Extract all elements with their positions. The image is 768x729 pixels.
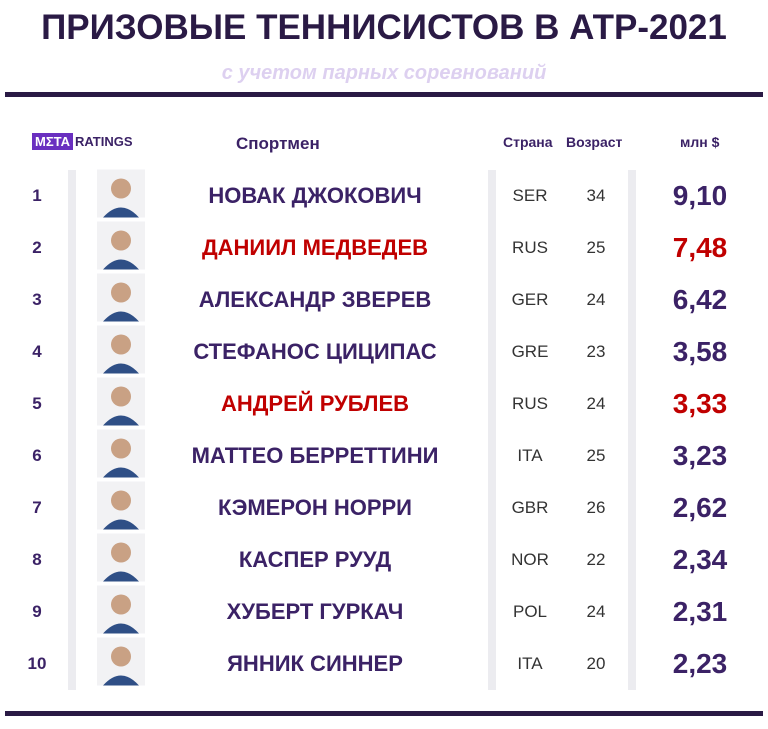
prize: 3,23: [672, 440, 728, 471]
prize: 7,48: [672, 232, 728, 263]
country: GER: [511, 290, 549, 309]
country: RUS: [512, 238, 548, 257]
logo-text: RATINGS: [75, 134, 133, 149]
column-header: млн $: [680, 134, 720, 150]
title: ПРИЗОВЫЕ ТЕННИСИСТОВ В АТР-2021: [41, 8, 727, 47]
age: 20: [586, 654, 606, 673]
avatar: [97, 169, 145, 218]
rank: 9: [32, 602, 42, 621]
prize: 6,42: [672, 284, 728, 315]
logo-mark: MΣTA: [32, 133, 73, 150]
photo: [97, 221, 145, 275]
player-name: СТЕФАНОС ЦИЦИПАС: [193, 339, 437, 364]
player-name: АЛЕКСАНДР ЗВЕРЕВ: [198, 287, 432, 312]
player-name: АНДРЕЙ РУБЛЕВ: [220, 391, 410, 416]
age: 22: [586, 550, 606, 569]
column-header: Возраст: [566, 134, 623, 150]
prize: 9,10: [672, 180, 728, 211]
rank: 1: [32, 186, 42, 205]
prize: 2,34: [672, 544, 728, 575]
age: 25: [586, 238, 606, 257]
photo: [97, 169, 145, 223]
photo: [97, 585, 145, 639]
photo: [97, 377, 145, 431]
rank: 8: [32, 550, 42, 569]
country: GRE: [511, 342, 549, 361]
logo: MΣTA RATINGS: [32, 133, 133, 150]
age: 34: [586, 186, 606, 205]
player-name: МАТТЕО БЕРРЕТТИНИ: [191, 443, 439, 468]
avatar: [97, 377, 145, 426]
photo: [97, 325, 145, 379]
bottom-rule: [5, 711, 763, 716]
avatar: [97, 637, 145, 686]
age: 24: [586, 602, 606, 621]
photo: [97, 429, 145, 483]
avatar: [97, 429, 145, 478]
rank: 5: [32, 394, 42, 413]
avatar: [97, 273, 145, 322]
prize: 3,58: [672, 336, 728, 367]
column-bar: [628, 170, 636, 690]
prize: 2,23: [672, 648, 728, 679]
country: ITA: [517, 446, 543, 465]
country: RUS: [512, 394, 548, 413]
age: 23: [586, 342, 606, 361]
photo: [97, 273, 145, 327]
rank: 7: [32, 498, 42, 517]
age: 24: [586, 290, 606, 309]
photo: [97, 481, 145, 535]
age: 25: [586, 446, 606, 465]
age: 24: [586, 394, 606, 413]
top-rule: [5, 92, 763, 97]
prize: 2,62: [672, 492, 728, 523]
rank: 10: [27, 654, 47, 673]
subtitle: с учетом парных соревнований: [221, 62, 547, 84]
column-bar: [68, 170, 76, 690]
column-bar: [488, 170, 496, 690]
avatar: [97, 481, 145, 530]
player-name: КЭМЕРОН НОРРИ: [217, 495, 413, 520]
avatar: [97, 325, 145, 374]
photo: [97, 533, 145, 587]
column-header: Спортмен: [236, 134, 320, 153]
player-name: ЯННИК СИННЕР: [227, 651, 403, 676]
country: POL: [512, 602, 548, 621]
avatar: [97, 585, 145, 634]
avatar: [97, 221, 145, 270]
player-name: ДАНИИЛ МЕДВЕДЕВ: [201, 235, 429, 260]
rank: 2: [32, 238, 42, 257]
prize: 3,33: [672, 388, 728, 419]
player-name: КАСПЕР РУУД: [238, 547, 392, 572]
country: NOR: [511, 550, 549, 569]
prize: 2,31: [672, 596, 728, 627]
rank: 6: [32, 446, 42, 465]
country: ITA: [517, 654, 543, 673]
country: SER: [512, 186, 548, 205]
country: GBR: [511, 498, 549, 517]
photo: [97, 637, 145, 691]
column-header: Страна: [503, 134, 553, 150]
player-name: ХУБЕРТ ГУРКАЧ: [226, 599, 404, 624]
rank: 3: [32, 290, 42, 309]
age: 26: [586, 498, 606, 517]
player-name: НОВАК ДЖОКОВИЧ: [208, 183, 422, 208]
avatar: [97, 533, 145, 582]
rank: 4: [32, 342, 42, 361]
